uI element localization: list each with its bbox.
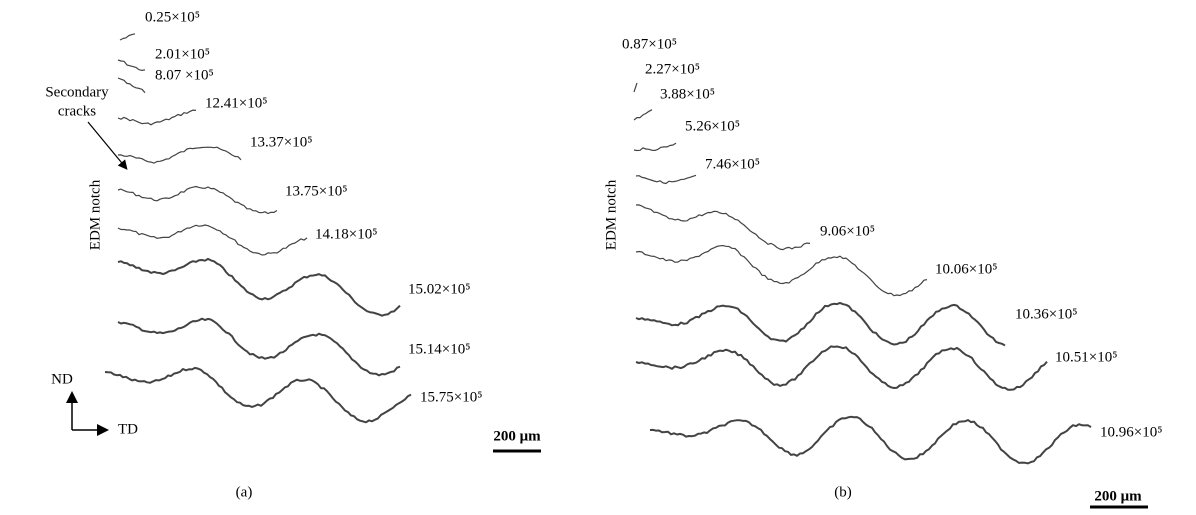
axis-label: ND bbox=[51, 371, 73, 387]
scale-bar-label: 200 μm bbox=[493, 428, 541, 444]
crack-label: 15.14×10⁵ bbox=[408, 341, 470, 357]
crack-profile bbox=[649, 415, 1092, 465]
annotation: cracks bbox=[58, 103, 96, 119]
scale-bar-label: 200 μm bbox=[1094, 488, 1142, 504]
crack-profile bbox=[117, 59, 146, 71]
crack-label: 3.88×10⁵ bbox=[660, 86, 715, 102]
crack-profile bbox=[117, 185, 278, 215]
crack-label: 10.06×10⁵ bbox=[935, 261, 997, 277]
side-label: EDM notch bbox=[87, 179, 103, 250]
crack-label: 15.75×10⁵ bbox=[420, 389, 482, 405]
crack-profile bbox=[117, 224, 308, 256]
crack-label: 14.18×10⁵ bbox=[315, 226, 377, 242]
crack-label: 10.51×10⁵ bbox=[1055, 349, 1117, 365]
crack-label: 10.96×10⁵ bbox=[1100, 424, 1162, 440]
crack-profile bbox=[635, 301, 1006, 347]
crack-profile bbox=[117, 317, 401, 377]
crack-profile bbox=[117, 77, 146, 94]
crack-label: 0.87×10⁵ bbox=[622, 36, 677, 52]
crack-label: 15.02×10⁵ bbox=[408, 281, 470, 297]
crack-profile bbox=[117, 146, 242, 164]
crack-profile bbox=[117, 109, 197, 126]
crack-profile bbox=[635, 174, 697, 185]
crack-profile bbox=[104, 366, 412, 424]
caption: (b) bbox=[834, 484, 852, 500]
side-label: EDM notch bbox=[603, 179, 619, 250]
crack-profile bbox=[633, 82, 638, 93]
crack-label: 0.25×10⁵ bbox=[145, 9, 200, 25]
crack-profile bbox=[633, 142, 677, 152]
crack-profile bbox=[635, 204, 811, 251]
axis-label: TD bbox=[118, 421, 138, 437]
crack-profile bbox=[635, 345, 1048, 391]
crack-profile bbox=[117, 257, 401, 317]
crack-label: 9.06×10⁵ bbox=[820, 223, 875, 239]
crack-profile bbox=[633, 109, 653, 121]
crack-label: 2.27×10⁵ bbox=[645, 61, 700, 77]
crack-label: 7.46×10⁵ bbox=[705, 156, 760, 172]
crack-label: 13.37×10⁵ bbox=[250, 134, 312, 150]
caption: (a) bbox=[236, 484, 253, 500]
crack-label: 5.26×10⁵ bbox=[685, 118, 740, 134]
annotation: Secondary bbox=[45, 84, 109, 100]
annotation-arrow bbox=[87, 121, 128, 170]
crack-label: 2.01×10⁵ bbox=[155, 46, 210, 62]
crack-profiles bbox=[104, 33, 1092, 465]
crack-profile bbox=[635, 245, 928, 297]
crack-label: 13.75×10⁵ bbox=[285, 183, 347, 199]
crack-label: 10.36×10⁵ bbox=[1015, 306, 1077, 322]
crack-label: 8.07 ×10⁵ bbox=[155, 67, 214, 83]
crack-profile bbox=[119, 33, 136, 41]
crack-label: 12.41×10⁵ bbox=[205, 95, 267, 111]
